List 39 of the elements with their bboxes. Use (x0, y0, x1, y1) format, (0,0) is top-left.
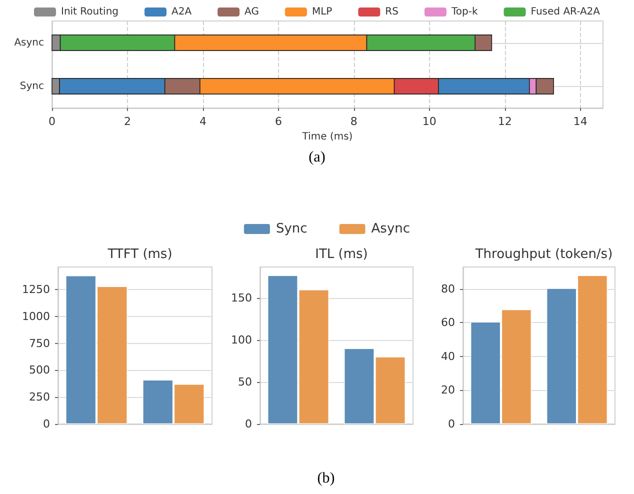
y-tick-label: 1000 (22, 310, 50, 323)
text: (a) (308, 150, 326, 166)
legend-label: Sync (276, 222, 308, 236)
y-tick-label: 100 (231, 334, 252, 347)
y-tick-label: 0 (245, 418, 252, 430)
legend-label: RS (385, 6, 398, 18)
y-tick-label: 60 (441, 316, 455, 330)
y-tick-label: Sync (20, 80, 44, 92)
legend-label: A2A (172, 6, 192, 18)
y-tick-label: 80 (441, 282, 455, 296)
x-tick-label: 10 (422, 115, 436, 128)
x-tick-label: 4 (199, 115, 206, 128)
text: (b) (317, 470, 335, 486)
y-tick-label: 500 (29, 364, 50, 377)
y-tick-label: 750 (29, 336, 50, 350)
chart-title: TTFT (ms) (106, 247, 172, 262)
legend-label: Init Routing (60, 6, 119, 18)
x-tick-label: 14 (573, 115, 588, 128)
y-tick-label: 50 (238, 376, 252, 389)
legend-label: Top-k (450, 6, 478, 18)
y-tick-label: Async (14, 37, 44, 48)
x-tick-label: 8 (350, 115, 358, 128)
y-tick-label: 0 (43, 418, 50, 430)
legend-label: AG (244, 6, 259, 18)
chart-title: Throughput (token/s) (474, 247, 613, 262)
x-tick-label: 12 (498, 115, 512, 128)
y-tick-label: 0 (448, 418, 455, 430)
y-tick-label: 250 (29, 390, 50, 404)
x-axis-title: Time (ms) (301, 132, 353, 142)
y-tick-label: 40 (441, 350, 455, 363)
x-tick-label: 6 (274, 115, 282, 128)
legend-label: Async (371, 222, 410, 236)
y-tick-label: 150 (231, 292, 252, 305)
chart-title: ITL (ms) (315, 247, 368, 262)
legend-label: Fused AR-A2A (530, 6, 600, 18)
x-tick-label: 2 (124, 115, 131, 128)
y-tick-label: 20 (441, 384, 455, 397)
legend-label: MLP (312, 6, 332, 18)
y-tick-label: 1250 (22, 283, 50, 296)
